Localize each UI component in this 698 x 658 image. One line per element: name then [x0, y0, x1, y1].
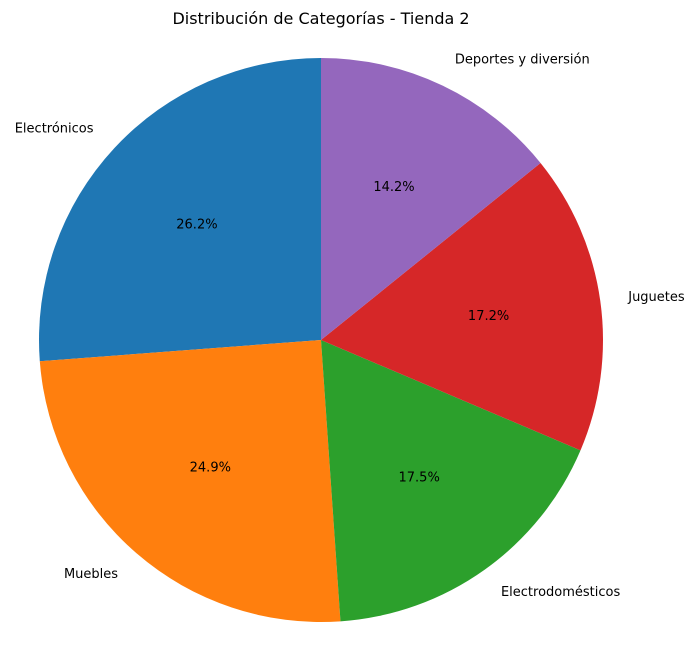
chart-title: Distribución de Categorías - Tienda 2 [172, 9, 469, 28]
percent-label: 14.2% [373, 180, 414, 195]
pie-slice [321, 340, 581, 622]
percent-label: 26.2% [176, 217, 217, 232]
pie-slice [39, 58, 322, 362]
percent-label: 17.5% [399, 470, 440, 485]
pie-slices [39, 58, 603, 622]
pie-labels: Electrónicos 26.2% Muebles 24.9% Electrodomé… [15, 53, 685, 601]
pie-slice [321, 162, 603, 451]
percent-label: 17.2% [468, 309, 509, 324]
pie-slice [321, 58, 541, 340]
category-label: Juguetes [627, 290, 685, 305]
category-label: Electrónicos [15, 122, 94, 137]
category-label: Deportes y diversión [455, 53, 590, 68]
category-label: Electrodomésticos [501, 585, 621, 600]
percent-label: 24.9% [190, 460, 231, 475]
category-label: Muebles [64, 567, 118, 582]
pie-slice [39, 340, 341, 622]
